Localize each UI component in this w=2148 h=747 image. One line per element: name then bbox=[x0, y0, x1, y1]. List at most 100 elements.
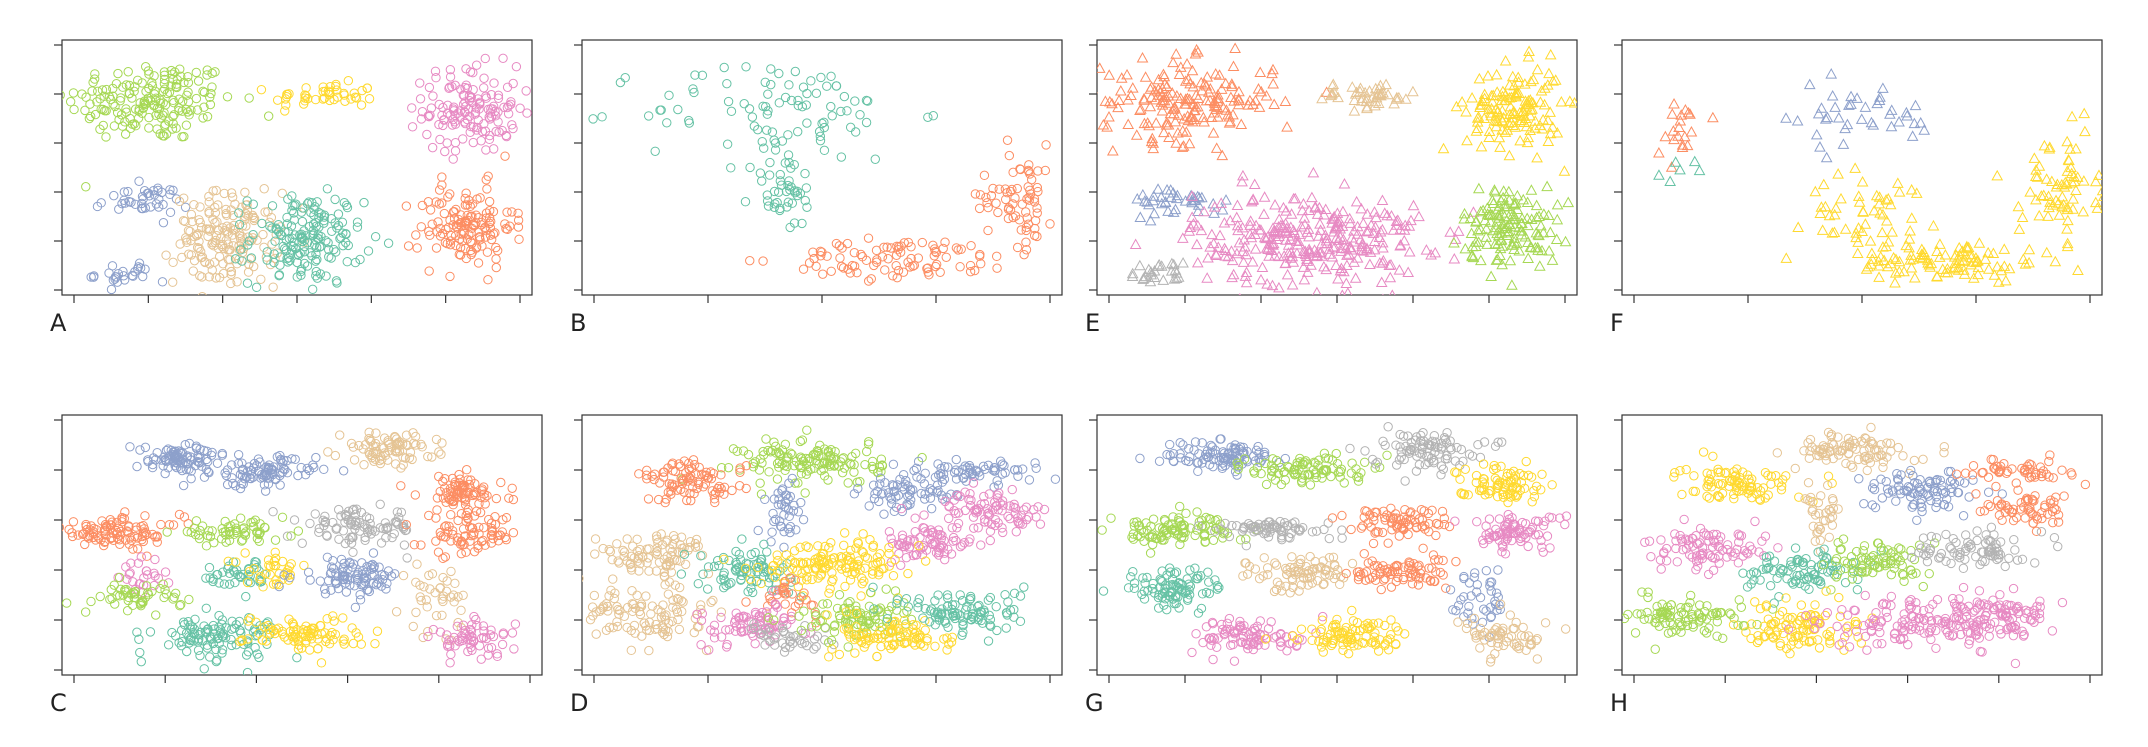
data-point bbox=[203, 231, 213, 242]
data-point bbox=[314, 207, 324, 218]
data-point bbox=[1174, 92, 1187, 103]
data-point bbox=[2024, 186, 2037, 197]
data-point bbox=[220, 468, 230, 478]
data-point bbox=[297, 232, 308, 243]
data-point bbox=[1249, 243, 1262, 254]
data-point bbox=[935, 267, 945, 277]
data-point bbox=[77, 89, 87, 99]
data-point bbox=[964, 494, 974, 505]
data-point bbox=[2029, 170, 2042, 182]
data-point bbox=[197, 252, 208, 262]
data-point bbox=[1398, 234, 1411, 246]
data-point bbox=[390, 431, 400, 442]
data-point bbox=[1982, 263, 1995, 274]
data-point bbox=[275, 480, 285, 490]
data-point bbox=[1012, 465, 1023, 475]
data-point bbox=[188, 636, 199, 646]
data-point bbox=[221, 470, 232, 481]
data-point bbox=[1188, 104, 1201, 116]
data-point bbox=[965, 489, 975, 499]
data-point bbox=[242, 577, 253, 588]
data-point bbox=[440, 522, 450, 532]
data-point bbox=[318, 515, 328, 526]
data-point bbox=[765, 157, 775, 168]
data-point bbox=[767, 127, 778, 137]
data-point bbox=[1972, 261, 1985, 273]
data-point bbox=[136, 521, 146, 532]
data-point bbox=[961, 476, 971, 486]
panel-label: A bbox=[50, 309, 67, 337]
data-point bbox=[965, 266, 976, 277]
data-point bbox=[174, 105, 184, 116]
data-point bbox=[883, 640, 894, 650]
data-point bbox=[1562, 196, 1575, 208]
data-point bbox=[195, 444, 205, 454]
data-point bbox=[2019, 258, 2032, 269]
data-point bbox=[866, 587, 876, 598]
data-point bbox=[500, 532, 510, 543]
data-point bbox=[658, 600, 668, 610]
data-point bbox=[596, 604, 606, 615]
data-point bbox=[1676, 141, 1689, 153]
data-point bbox=[435, 134, 445, 145]
data-point bbox=[904, 489, 915, 500]
data-point bbox=[765, 594, 775, 604]
data-point bbox=[221, 210, 232, 220]
data-point bbox=[674, 459, 684, 469]
data-point bbox=[929, 251, 939, 261]
data-point bbox=[1364, 246, 1377, 257]
data-point bbox=[181, 464, 192, 475]
data-point bbox=[479, 489, 489, 499]
data-point bbox=[110, 272, 121, 282]
data-point bbox=[330, 450, 341, 461]
data-point bbox=[390, 517, 400, 527]
data-point bbox=[1136, 188, 1149, 200]
data-point bbox=[62, 523, 65, 532]
data-point bbox=[2064, 143, 2076, 154]
data-point bbox=[1229, 42, 1241, 54]
data-point bbox=[211, 273, 221, 283]
data-point bbox=[853, 483, 863, 494]
data-point bbox=[785, 448, 796, 458]
data-point bbox=[257, 635, 267, 645]
data-point bbox=[233, 458, 244, 469]
data-point bbox=[857, 251, 868, 262]
data-point bbox=[497, 639, 508, 650]
data-point bbox=[1376, 194, 1389, 206]
data-point bbox=[827, 111, 837, 121]
data-point bbox=[364, 94, 375, 104]
data-point bbox=[900, 479, 910, 489]
data-point bbox=[305, 248, 315, 258]
data-point bbox=[1332, 272, 1344, 284]
data-point bbox=[1815, 102, 1828, 113]
data-point bbox=[206, 88, 216, 99]
data-point bbox=[1305, 259, 1317, 270]
data-point bbox=[1212, 241, 1225, 252]
data-point bbox=[128, 600, 138, 611]
data-point bbox=[922, 263, 932, 274]
data-point bbox=[1282, 247, 1295, 258]
data-point bbox=[352, 569, 363, 580]
data-point bbox=[587, 602, 598, 612]
data-point bbox=[359, 579, 369, 589]
data-point bbox=[1905, 249, 1917, 260]
data-point bbox=[749, 619, 759, 629]
data-point bbox=[1387, 224, 1400, 235]
data-point bbox=[410, 431, 421, 442]
data-point bbox=[784, 157, 794, 168]
data-point bbox=[739, 98, 749, 109]
data-point bbox=[248, 199, 258, 209]
data-point bbox=[174, 509, 185, 520]
data-point bbox=[558, 607, 566, 615]
data-point bbox=[1161, 80, 1173, 92]
data-point bbox=[1887, 251, 1900, 263]
data-point bbox=[367, 452, 377, 463]
data-point bbox=[826, 71, 836, 82]
data-point bbox=[235, 513, 246, 523]
data-point bbox=[1320, 232, 1333, 244]
data-point bbox=[980, 517, 990, 527]
data-point bbox=[1183, 225, 1196, 236]
data-point bbox=[739, 626, 749, 636]
data-point bbox=[1524, 124, 1537, 136]
data-point bbox=[124, 569, 135, 579]
